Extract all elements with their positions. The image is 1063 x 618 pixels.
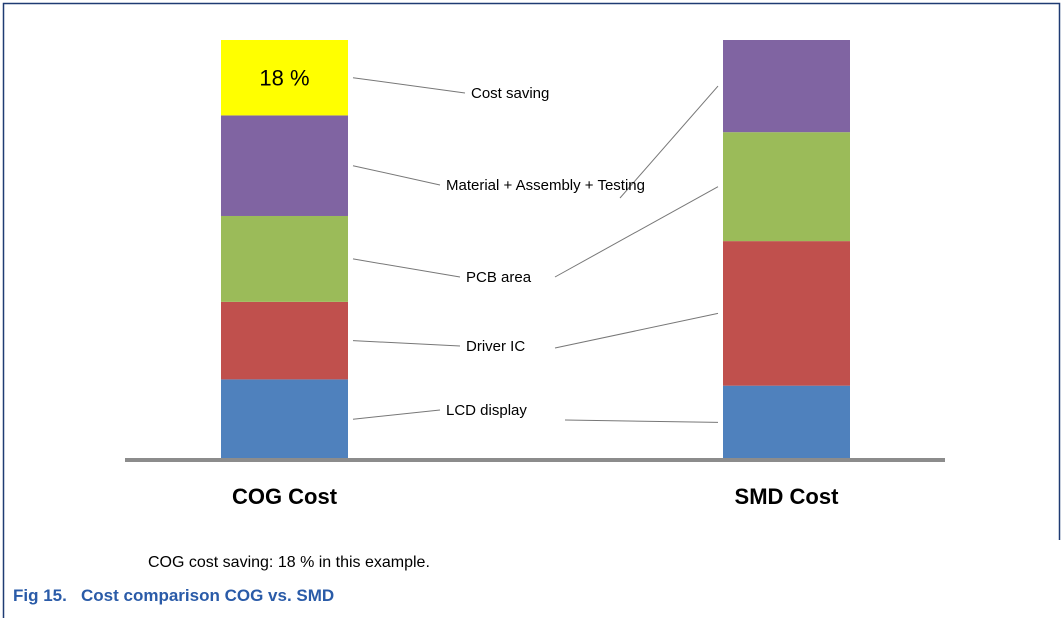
series-label: Material + Assembly + Testing	[446, 177, 645, 194]
leader-line	[352, 409, 441, 420]
leader-line	[352, 165, 441, 186]
bar-segment	[221, 301, 348, 380]
series-label: PCB area	[466, 269, 532, 286]
leader-line	[352, 258, 461, 278]
leader-line	[564, 419, 719, 423]
bar-segment	[221, 40, 348, 116]
leader-line	[554, 312, 719, 349]
bar-segment	[723, 40, 850, 133]
caption: COG cost saving: 18 % in this example.	[148, 554, 430, 571]
value-label: 18 %	[259, 66, 309, 91]
category-label: SMD Cost	[734, 484, 839, 509]
bar-segment	[723, 385, 850, 459]
bar-segment	[723, 241, 850, 386]
category-label: COG Cost	[231, 484, 338, 509]
series-label: Cost saving	[471, 85, 550, 102]
leader-line	[554, 186, 719, 278]
bar-segment	[221, 379, 348, 459]
leader-line	[352, 77, 466, 94]
series-label: Driver IC	[466, 338, 526, 355]
leader-line	[619, 85, 719, 199]
bar-segment	[221, 115, 348, 216]
bar-segment	[221, 215, 348, 302]
bar-segment	[723, 132, 850, 242]
series-label: LCD display	[446, 402, 527, 419]
figure-title: Fig 15. Cost comparison COG vs. SMD	[13, 586, 335, 605]
leader-line	[352, 340, 461, 347]
